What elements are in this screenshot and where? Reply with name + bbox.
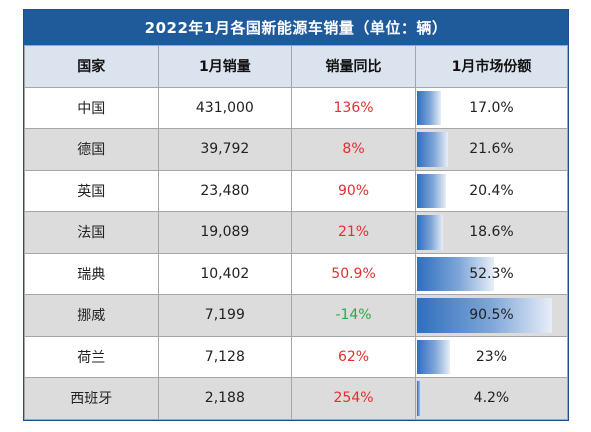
share-value: 4.2%	[473, 390, 510, 407]
sales-cell: 2,188	[157, 377, 293, 420]
yoy-cell: 90%	[291, 169, 416, 212]
share-value: 21.6%	[469, 141, 514, 158]
sales-table-card: 2022年1月各国新能源车销量（单位：辆） 国家 1月销量 销量同比 1月市场份…	[23, 9, 569, 421]
table-row: 法国 19,089 21% 18.6%	[24, 211, 569, 254]
yoy-cell: -14%	[291, 294, 416, 337]
share-bar	[416, 339, 450, 374]
share-value: 17.0%	[469, 99, 514, 116]
share-bar	[416, 90, 441, 125]
country-cell: 瑞典	[24, 252, 159, 295]
share-value: 52.3%	[469, 265, 514, 282]
header-sales: 1月销量	[157, 45, 293, 88]
yoy-cell: 62%	[291, 335, 416, 378]
country-cell: 荷兰	[24, 335, 159, 378]
sales-cell: 23,480	[157, 169, 293, 212]
share-bar	[416, 173, 446, 208]
yoy-cell: 136%	[291, 86, 416, 129]
share-value: 90.5%	[469, 307, 514, 324]
table-row: 西班牙 2,188 254% 4.2%	[24, 377, 569, 420]
sales-table: 国家 1月销量 销量同比 1月市场份额 中国 431,000 136% 17.0% 德国…	[24, 45, 569, 420]
country-cell: 西班牙	[24, 377, 159, 420]
yoy-cell: 8%	[291, 128, 416, 171]
share-bar	[416, 215, 444, 250]
table-row: 荷兰 7,128 62% 23%	[24, 335, 569, 378]
yoy-cell: 50.9%	[291, 252, 416, 295]
header-row: 国家 1月销量 销量同比 1月市场份额	[24, 45, 569, 88]
yoy-cell: 254%	[291, 377, 416, 420]
country-cell: 法国	[24, 211, 159, 254]
share-cell: 90.5%	[414, 294, 569, 337]
share-cell: 17.0%	[414, 86, 569, 129]
yoy-cell: 21%	[291, 211, 416, 254]
sales-cell: 7,199	[157, 294, 293, 337]
share-value: 23%	[475, 348, 508, 365]
share-value: 20.4%	[469, 182, 514, 199]
share-bar	[416, 256, 494, 291]
share-cell: 23%	[414, 335, 569, 378]
share-cell: 20.4%	[414, 169, 569, 212]
table-row: 瑞典 10,402 50.9% 52.3%	[24, 252, 569, 295]
share-cell: 21.6%	[414, 128, 569, 171]
country-cell: 德国	[24, 128, 159, 171]
header-country: 国家	[24, 45, 159, 88]
header-yoy: 销量同比	[291, 45, 416, 88]
table-row: 中国 431,000 136% 17.0%	[24, 86, 569, 129]
share-bar	[416, 298, 552, 333]
table-row: 德国 39,792 8% 21.6%	[24, 128, 569, 171]
share-cell: 52.3%	[414, 252, 569, 295]
sales-cell: 431,000	[157, 86, 293, 129]
table-title: 2022年1月各国新能源车销量（单位：辆）	[24, 10, 568, 45]
country-cell: 中国	[24, 86, 159, 129]
sales-cell: 7,128	[157, 335, 293, 378]
sales-cell: 39,792	[157, 128, 293, 171]
sales-cell: 10,402	[157, 252, 293, 295]
country-cell: 挪威	[24, 294, 159, 337]
country-cell: 英国	[24, 169, 159, 212]
share-cell: 18.6%	[414, 211, 569, 254]
header-share: 1月市场份额	[414, 45, 569, 88]
table-body: 中国 431,000 136% 17.0% 德国 39,792 8% 21.6% 英国 23,48…	[24, 86, 569, 420]
share-bar	[416, 381, 422, 416]
table-row: 挪威 7,199 -14% 90.5%	[24, 294, 569, 337]
share-value: 18.6%	[469, 224, 514, 241]
share-cell: 4.2%	[414, 377, 569, 420]
share-bar	[416, 132, 448, 167]
table-row: 英国 23,480 90% 20.4%	[24, 169, 569, 212]
sales-cell: 19,089	[157, 211, 293, 254]
